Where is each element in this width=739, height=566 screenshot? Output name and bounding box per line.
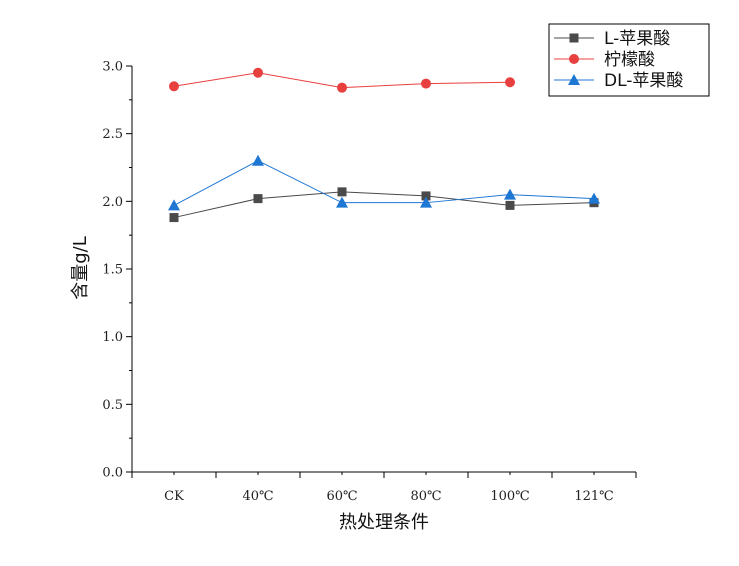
x-tick-label: 100℃ [490, 489, 529, 504]
data-point [253, 194, 263, 204]
legend-label: L-苹果酸 [604, 29, 670, 49]
y-tick-label: 0.0 [102, 466, 123, 481]
data-point [337, 187, 347, 197]
series-line [173, 191, 595, 219]
y-axis-title: 含量g/L [70, 236, 91, 300]
x-tick-label: 80℃ [410, 489, 441, 504]
legend-marker [568, 74, 580, 85]
data-point [505, 200, 515, 210]
series-layer [168, 67, 600, 223]
x-axis-title: 热处理条件 [339, 512, 429, 533]
legend-marker [569, 33, 579, 43]
data-point [168, 199, 180, 211]
data-point [588, 192, 600, 204]
data-point [504, 188, 516, 200]
y-tick-label: 2.0 [102, 195, 123, 210]
series-line [173, 160, 595, 206]
y-ticks: 0.0 0.5 1.0 1.5 2.0 2.5 3.0 [102, 60, 132, 481]
y-tick-label: 0.5 [102, 398, 123, 413]
data-point [420, 196, 432, 208]
y-tick-label: 3.0 [102, 60, 123, 75]
data-point [169, 81, 179, 92]
x-tick-label: CK [164, 489, 184, 504]
series-3 [168, 154, 600, 211]
x-tick-label: 121℃ [574, 489, 613, 504]
legend-marker [569, 54, 579, 64]
x-ticks: CK 40℃ 60℃ 80℃ 100℃ 121℃ [131, 472, 637, 504]
legend-label: DL-苹果酸 [604, 71, 683, 91]
legend-label: 柠檬酸 [604, 50, 655, 70]
series-2 [169, 67, 515, 93]
series-1 [169, 187, 599, 223]
x-tick-label: 60℃ [326, 489, 357, 504]
y-tick-label: 1.0 [102, 330, 123, 345]
axes [131, 66, 636, 473]
data-point [336, 196, 348, 208]
data-point [253, 67, 263, 78]
data-point [505, 77, 515, 88]
data-point [337, 82, 347, 93]
data-point [169, 213, 179, 223]
data-point [421, 191, 431, 201]
y-tick-label: 1.5 [102, 263, 123, 278]
x-tick-label: 40℃ [242, 489, 273, 504]
data-point [421, 78, 431, 89]
data-point [252, 154, 264, 166]
y-tick-label: 2.5 [102, 127, 123, 142]
